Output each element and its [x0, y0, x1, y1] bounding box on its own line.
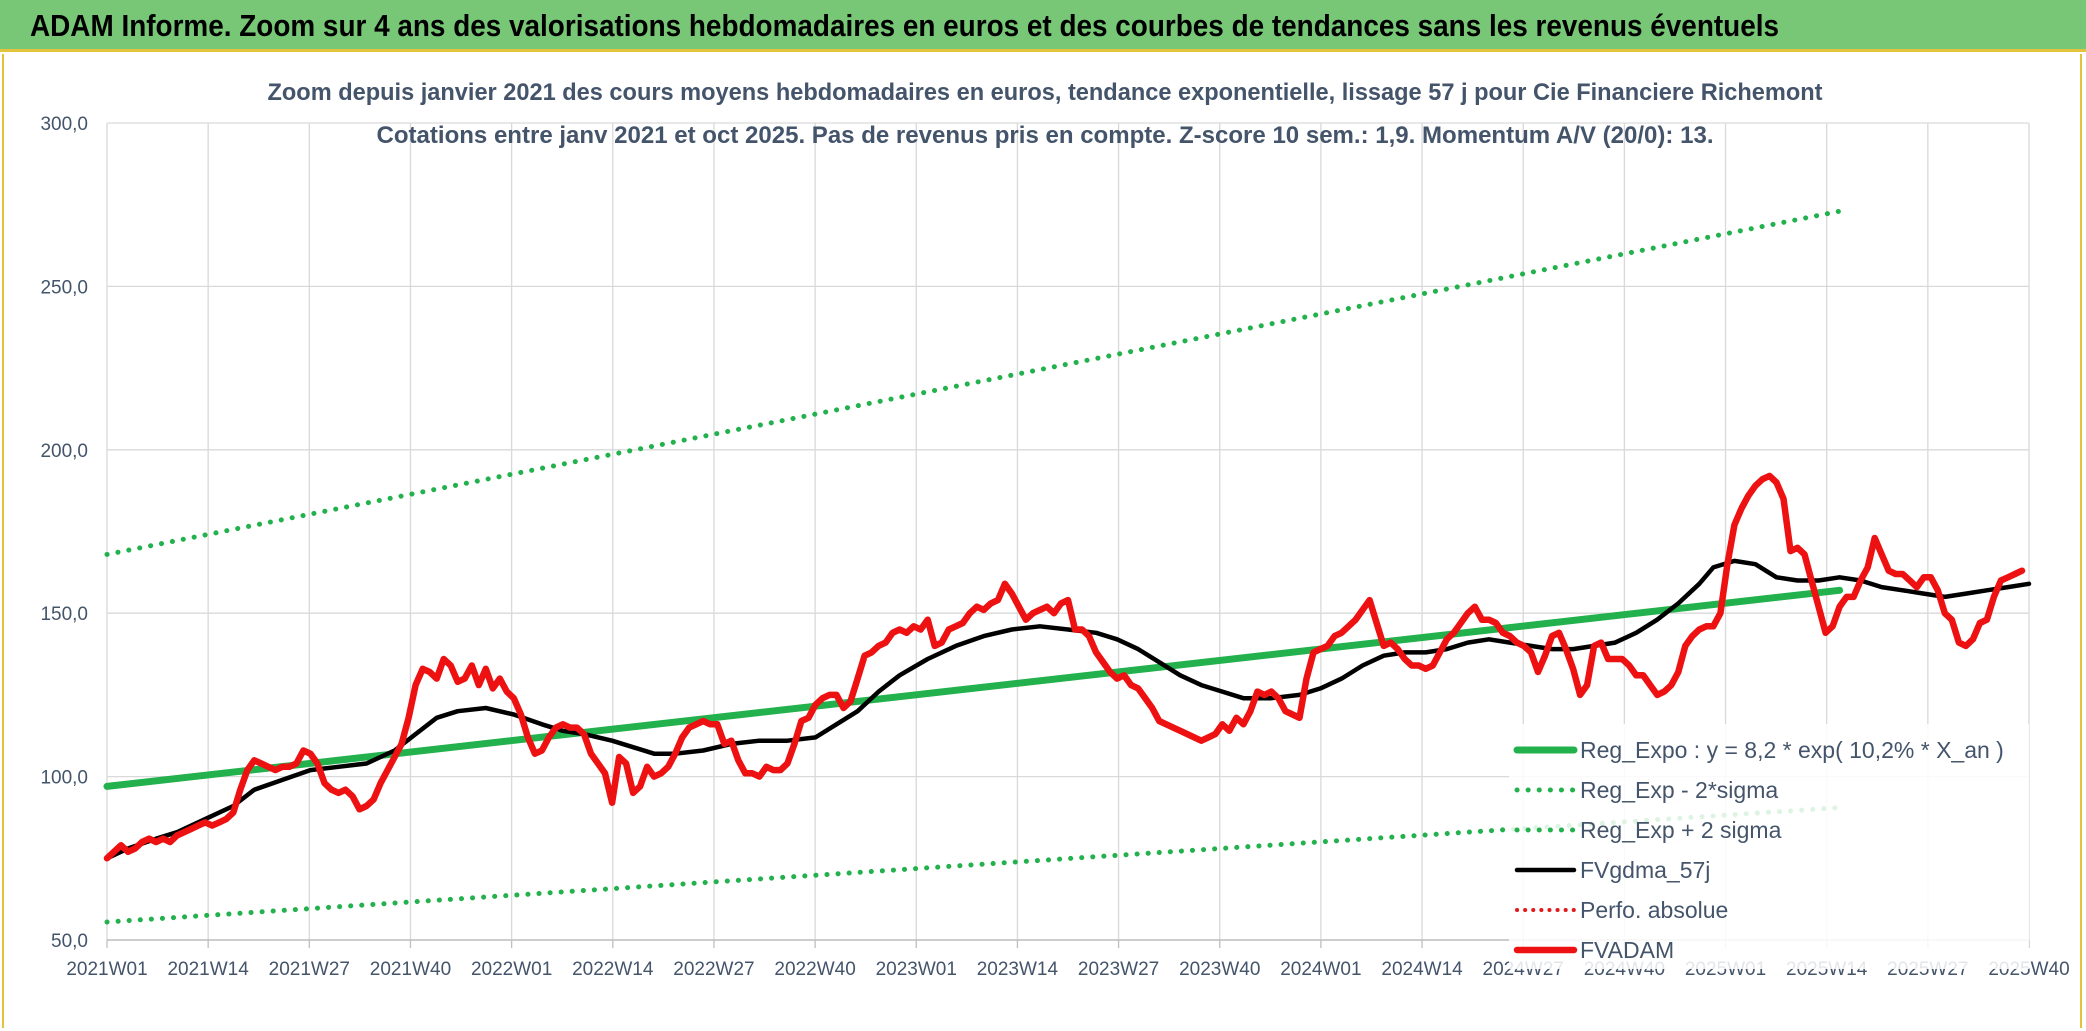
lower-band-series — [104, 805, 1843, 925]
report-banner: ADAM Informe. Zoom sur 4 ans des valoris… — [0, 0, 2086, 52]
x-tick-label: 2023W01 — [876, 959, 957, 980]
report-title: ADAM Informe. Zoom sur 4 ans des valoris… — [30, 8, 1779, 43]
x-tick-label: 2021W40 — [370, 959, 451, 980]
chart-frame: 50,0 100,0 150,0 200,0 250,0 300,0 2021W01 2021… — [2, 54, 2082, 1028]
legend-trend-label: Reg_Expo : y = 8,2 * exp( 10,2% * X_an ) — [1580, 737, 2004, 763]
y-tick-label: 150,0 — [40, 604, 88, 625]
smoothed-series — [104, 558, 2032, 861]
x-tick-label: 2023W40 — [1179, 959, 1260, 980]
x-tick-label: 2023W14 — [977, 959, 1059, 980]
x-tick-label: 2024W01 — [1280, 959, 1361, 980]
x-tick-label: 2023W27 — [1078, 959, 1159, 980]
x-tick-label: 2021W01 — [66, 959, 147, 980]
legend-price-label: FVADAM — [1580, 937, 1674, 963]
series-layer — [103, 208, 2032, 925]
line-chart: 50,0 100,0 150,0 200,0 250,0 300,0 2021W01 2021… — [40, 79, 2069, 980]
y-tick-label: 100,0 — [40, 768, 88, 789]
x-tick-label: 2024W14 — [1381, 959, 1463, 980]
y-tick-label: 250,0 — [40, 277, 88, 298]
legend-lower-band-label: Reg_Exp - 2*sigma — [1580, 777, 1778, 803]
legend: Reg_Expo : y = 8,2 * exp( 10,2% * X_an )… — [1513, 737, 2004, 963]
x-tick-label: 2022W14 — [572, 959, 654, 980]
chart-title-line-2: Cotations entre janv 2021 et oct 2025. P… — [377, 122, 1714, 149]
legend-upper-band-label: Reg_Exp + 2 sigma — [1580, 817, 1782, 843]
y-tick-label: 200,0 — [40, 441, 88, 462]
x-tick-label: 2022W40 — [774, 959, 855, 980]
x-tick-label: 2021W14 — [167, 959, 249, 980]
y-tick-label: 300,0 — [40, 114, 88, 135]
y-tick-label: 50,0 — [51, 931, 88, 952]
axes: 50,0 100,0 150,0 200,0 250,0 300,0 2021W01 2021… — [40, 114, 2069, 980]
x-tick-label: 2022W27 — [673, 959, 754, 980]
upper-band-series — [104, 208, 1843, 557]
x-tick-label: 2021W27 — [269, 959, 350, 980]
legend-smoothed-label: FVgdma_57j — [1580, 857, 1710, 883]
legend-background — [1509, 724, 2029, 969]
x-tick-label: 2022W01 — [471, 959, 552, 980]
chart-title-line-1: Zoom depuis janvier 2021 des cours moyen… — [268, 79, 1823, 106]
legend-perf-label: Perfo. absolue — [1580, 897, 1728, 923]
price-series — [103, 472, 2026, 862]
